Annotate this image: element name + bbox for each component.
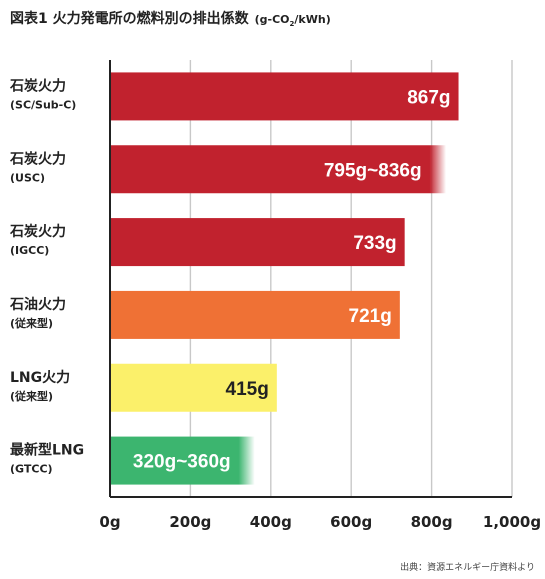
chart-unit-prefix: (g-CO <box>254 13 290 26</box>
bar-value-label: 733g <box>353 233 396 254</box>
x-tick-label: 400g <box>250 513 292 531</box>
bar-value-label: 795g~836g <box>324 160 422 181</box>
bar <box>110 363 277 412</box>
x-tick-label: 800g <box>411 513 453 531</box>
bar <box>110 72 459 121</box>
category-label: 石炭火力 <box>9 77 66 94</box>
bar-value-label: 721g <box>349 306 392 327</box>
category-sublabel: (USC) <box>10 171 45 184</box>
bar-value-label: 415g <box>226 379 269 400</box>
chart-unit: (g-CO2/kWh) <box>254 13 331 29</box>
x-tick-label: 0g <box>99 513 120 531</box>
bar <box>110 290 400 339</box>
category-sublabel: (GTCC) <box>10 463 53 476</box>
source-note: 出典：資源エネルギー庁資料より <box>400 563 535 573</box>
chart-unit-suffix: /kWh) <box>294 13 331 26</box>
category-label: LNG火力 <box>10 369 70 386</box>
category-label: 石炭火力 <box>9 150 66 167</box>
category-sublabel: (従来型) <box>10 316 53 330</box>
bar-value-label: 867g <box>407 87 450 108</box>
bar-value-label: 320g~360g <box>133 452 231 473</box>
category-label: 石油火力 <box>9 296 66 313</box>
bar <box>110 436 255 485</box>
x-tick-label: 600g <box>330 513 372 531</box>
category-sublabel: (IGCC) <box>10 244 49 257</box>
chart-unit-subscript: 2 <box>289 20 295 29</box>
category-sublabel: (SC/Sub-C) <box>10 98 76 111</box>
chart-title: 図表1 火力発電所の燃料別の排出係数 (g-CO2/kWh) <box>10 8 331 28</box>
category-sublabel: (従来型) <box>10 389 53 403</box>
category-label: 最新型LNG <box>10 442 84 459</box>
x-tick-label: 1,000g <box>483 513 541 531</box>
bar <box>110 145 447 194</box>
category-label: 石炭火力 <box>9 223 66 240</box>
bar <box>110 218 405 267</box>
x-tick-label: 200g <box>169 513 211 531</box>
chart-title-text: 図表1 火力発電所の燃料別の排出係数 <box>10 11 249 27</box>
